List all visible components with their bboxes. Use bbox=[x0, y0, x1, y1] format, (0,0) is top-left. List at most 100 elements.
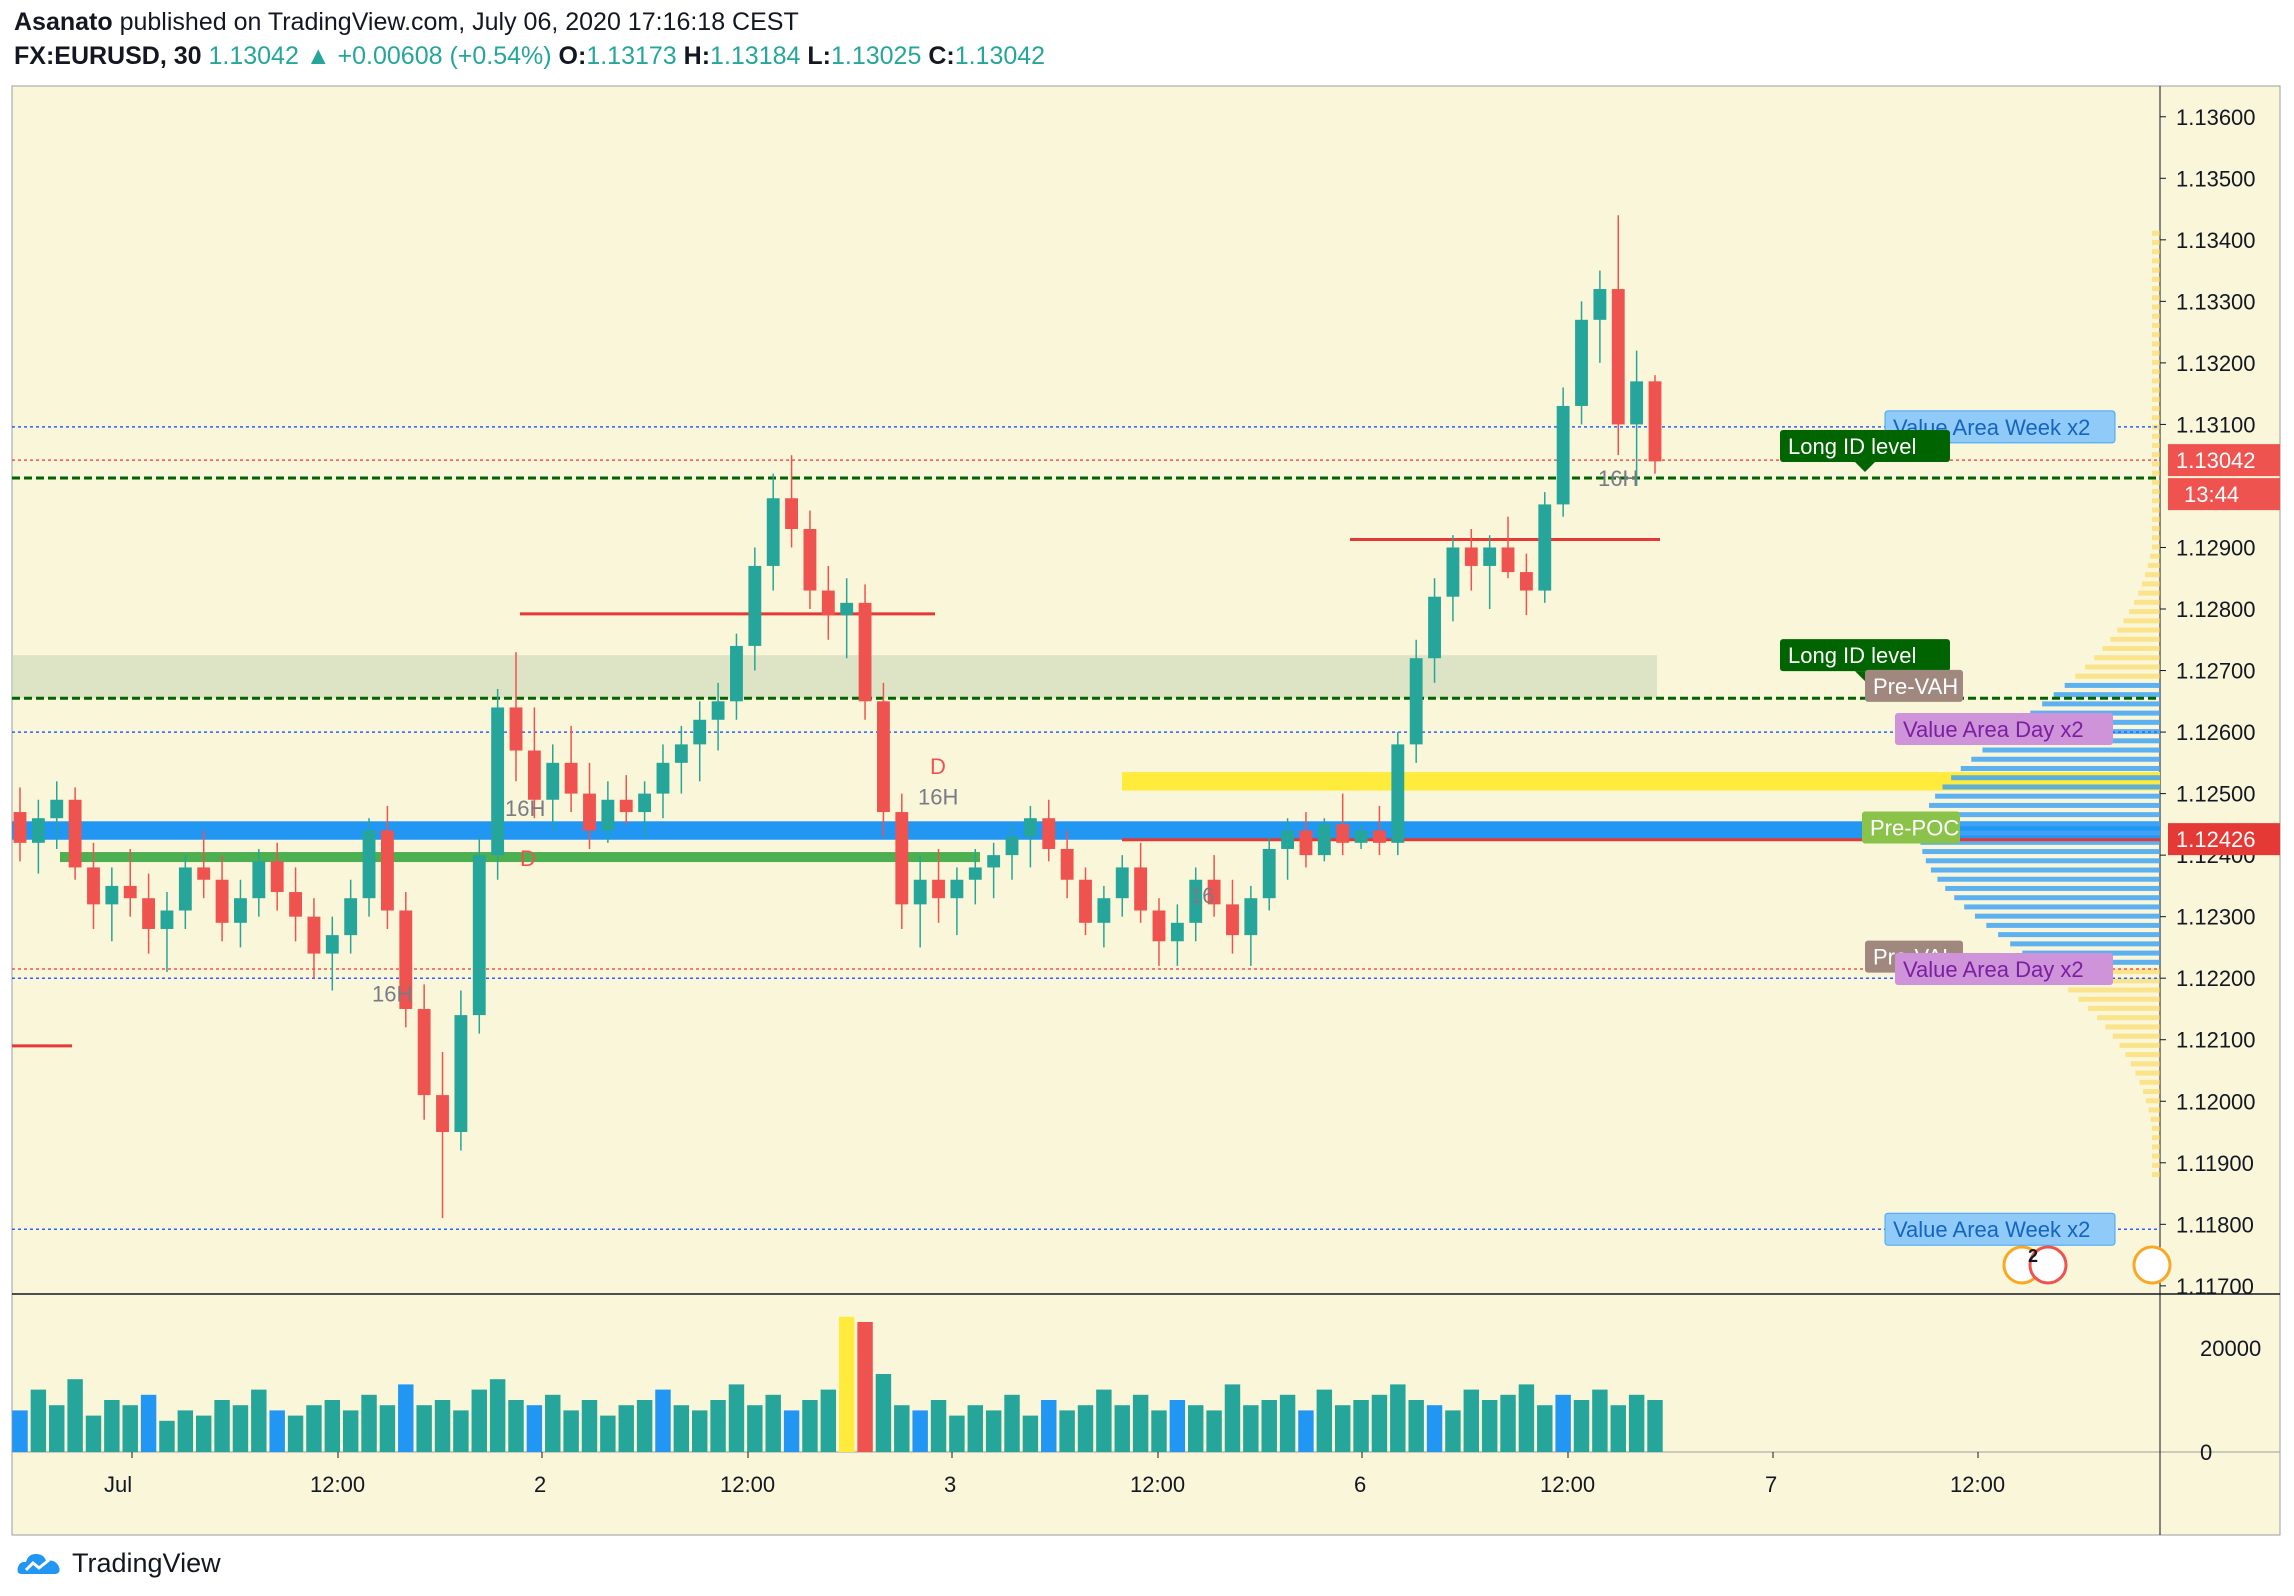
chart-label: Value Area Week x2 bbox=[1893, 1217, 2090, 1242]
volume-bar bbox=[1298, 1410, 1314, 1452]
profile-bar bbox=[2119, 1042, 2160, 1048]
volume-bar bbox=[12, 1410, 28, 1452]
candle-body bbox=[1391, 744, 1405, 843]
volume-bar bbox=[232, 1405, 249, 1452]
time-tick-label: Jul bbox=[104, 1472, 132, 1497]
volume-bar bbox=[434, 1400, 451, 1452]
chart-label: Long ID level bbox=[1788, 434, 1916, 459]
profile-bar bbox=[2102, 646, 2160, 652]
candle-body bbox=[1152, 910, 1166, 942]
candle-body bbox=[1446, 547, 1460, 597]
profile-bar bbox=[2152, 249, 2160, 255]
chart-label: Pre-POC bbox=[1870, 815, 1959, 840]
author-name[interactable]: Asanato bbox=[14, 8, 113, 36]
candle-body bbox=[1115, 867, 1129, 899]
profile-bar bbox=[2152, 489, 2160, 495]
volume-bar bbox=[857, 1322, 873, 1452]
volume-bar bbox=[985, 1410, 1002, 1452]
volume-bar bbox=[159, 1420, 175, 1452]
profile-bar bbox=[2152, 322, 2160, 328]
profile-bar bbox=[2133, 599, 2160, 605]
profile-bar bbox=[2053, 692, 2160, 698]
candle-body bbox=[417, 1008, 431, 1096]
candle-body bbox=[674, 744, 688, 763]
candle-body bbox=[546, 762, 560, 800]
volume-bar bbox=[287, 1415, 304, 1452]
chart-label: 16H bbox=[1598, 466, 1638, 491]
last-price-badge: 1.13042 bbox=[2176, 448, 2256, 473]
volume-bar bbox=[783, 1410, 800, 1452]
volume-bar bbox=[508, 1400, 524, 1452]
volume-bar bbox=[1151, 1410, 1167, 1452]
time-tick-label: 12:00 bbox=[1950, 1472, 2005, 1497]
economic-events[interactable]: 2 bbox=[2002, 1245, 2172, 1285]
profile-bar bbox=[2152, 230, 2160, 236]
candle-body bbox=[1538, 504, 1552, 591]
us-flag-icon[interactable] bbox=[2132, 1245, 2172, 1285]
profile-bar bbox=[2152, 396, 2160, 402]
candle-body bbox=[858, 602, 872, 702]
countdown-badge-bg bbox=[2168, 478, 2280, 511]
profile-bar bbox=[2152, 378, 2160, 384]
price-tick-label: 1.13400 bbox=[2176, 228, 2256, 253]
volume-bar bbox=[1279, 1394, 1296, 1452]
label-bg bbox=[1865, 669, 1963, 702]
candle-body bbox=[1244, 898, 1258, 936]
price-change: +0.00608 (+0.54%) bbox=[337, 42, 552, 70]
volume-bar bbox=[1114, 1405, 1130, 1452]
candle-body bbox=[876, 701, 890, 813]
candle-body bbox=[1281, 830, 1295, 849]
candle-body bbox=[399, 910, 413, 1009]
symbol-name[interactable]: FX:EURUSD, 30 bbox=[14, 42, 202, 70]
volume-bar bbox=[1096, 1389, 1112, 1452]
candle-body bbox=[362, 830, 376, 899]
label-bg bbox=[1780, 639, 1950, 672]
candle-body bbox=[215, 879, 229, 923]
candle-body bbox=[1097, 898, 1111, 923]
yellow-zone bbox=[1122, 772, 2160, 791]
volume-tick-label: 20000 bbox=[2200, 1336, 2261, 1361]
candle-body bbox=[1317, 824, 1331, 856]
price-tick-label: 1.13300 bbox=[2176, 289, 2256, 314]
volume-bar bbox=[342, 1410, 359, 1452]
volume-bar bbox=[453, 1410, 469, 1452]
volume-bar bbox=[1463, 1389, 1480, 1452]
profile-bar bbox=[2152, 359, 2160, 365]
candle-body bbox=[527, 750, 541, 800]
candle-body bbox=[766, 498, 780, 566]
volume-bar bbox=[1041, 1400, 1057, 1452]
volume-bar bbox=[747, 1405, 763, 1452]
profile-bar bbox=[2150, 1116, 2160, 1122]
candle-body bbox=[840, 602, 854, 616]
volume-bar bbox=[49, 1405, 65, 1452]
tradingview-logo[interactable]: TradingView bbox=[16, 1543, 221, 1583]
profile-bar bbox=[2068, 987, 2160, 993]
us-flag-icon[interactable] bbox=[2028, 1245, 2068, 1285]
volume-bar bbox=[1188, 1405, 1204, 1452]
profile-bar bbox=[2152, 276, 2160, 282]
candle-body bbox=[68, 799, 82, 868]
profile-bar bbox=[2150, 553, 2160, 559]
candle-body bbox=[821, 590, 835, 616]
volume-bar bbox=[1022, 1415, 1039, 1452]
candle-body bbox=[711, 701, 725, 720]
candle-body bbox=[913, 879, 927, 905]
candle-body bbox=[1207, 879, 1221, 905]
candle-body bbox=[123, 885, 137, 899]
volume-bar bbox=[838, 1316, 855, 1452]
candle-body bbox=[509, 707, 523, 751]
chart-label: D bbox=[520, 846, 536, 871]
green-level bbox=[60, 852, 980, 863]
label-bg bbox=[1895, 952, 2113, 985]
volume-bar bbox=[692, 1410, 708, 1452]
volume-bar bbox=[545, 1394, 561, 1452]
volume-bar bbox=[728, 1384, 745, 1452]
profile-bar bbox=[2125, 1052, 2160, 1058]
candle-body bbox=[1134, 867, 1148, 911]
candle-body bbox=[730, 645, 743, 702]
volume-bar bbox=[1371, 1394, 1388, 1452]
candle-body bbox=[1648, 381, 1662, 462]
price-tick-label: 1.12800 bbox=[2176, 597, 2256, 622]
price-tick-label: 1.13100 bbox=[2176, 412, 2256, 437]
